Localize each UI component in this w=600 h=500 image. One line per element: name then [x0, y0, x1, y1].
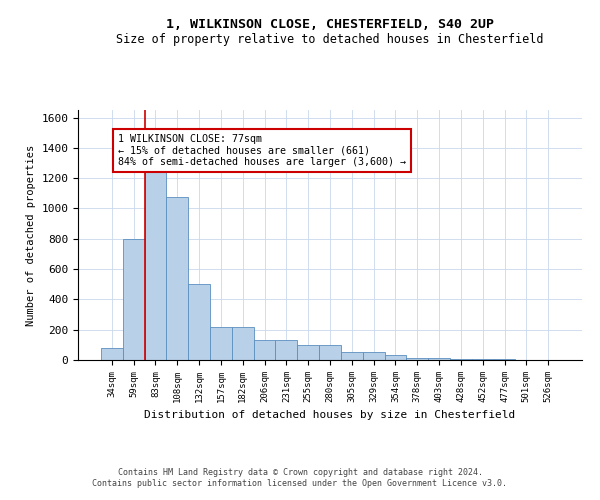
- Text: Contains HM Land Registry data © Crown copyright and database right 2024.
Contai: Contains HM Land Registry data © Crown c…: [92, 468, 508, 487]
- Bar: [275, 340, 297, 360]
- Bar: [406, 358, 428, 360]
- Text: Size of property relative to detached houses in Chesterfield: Size of property relative to detached ho…: [116, 32, 544, 46]
- Bar: [123, 239, 145, 360]
- Bar: [232, 328, 254, 360]
- Text: 1, WILKINSON CLOSE, CHESTERFIELD, S40 2UP: 1, WILKINSON CLOSE, CHESTERFIELD, S40 2U…: [166, 18, 494, 30]
- Bar: [472, 359, 494, 360]
- Bar: [210, 328, 232, 360]
- Y-axis label: Number of detached properties: Number of detached properties: [26, 144, 36, 326]
- Bar: [385, 356, 406, 360]
- Bar: [494, 359, 515, 360]
- Bar: [145, 163, 166, 360]
- Bar: [428, 358, 450, 360]
- Bar: [101, 348, 123, 360]
- Bar: [319, 345, 341, 360]
- Bar: [254, 340, 275, 360]
- X-axis label: Distribution of detached houses by size in Chesterfield: Distribution of detached houses by size …: [145, 410, 515, 420]
- Bar: [188, 284, 210, 360]
- Bar: [341, 352, 363, 360]
- Text: 1 WILKINSON CLOSE: 77sqm
← 15% of detached houses are smaller (661)
84% of semi-: 1 WILKINSON CLOSE: 77sqm ← 15% of detach…: [118, 134, 406, 168]
- Bar: [363, 352, 385, 360]
- Bar: [297, 345, 319, 360]
- Bar: [166, 197, 188, 360]
- Bar: [450, 359, 472, 360]
